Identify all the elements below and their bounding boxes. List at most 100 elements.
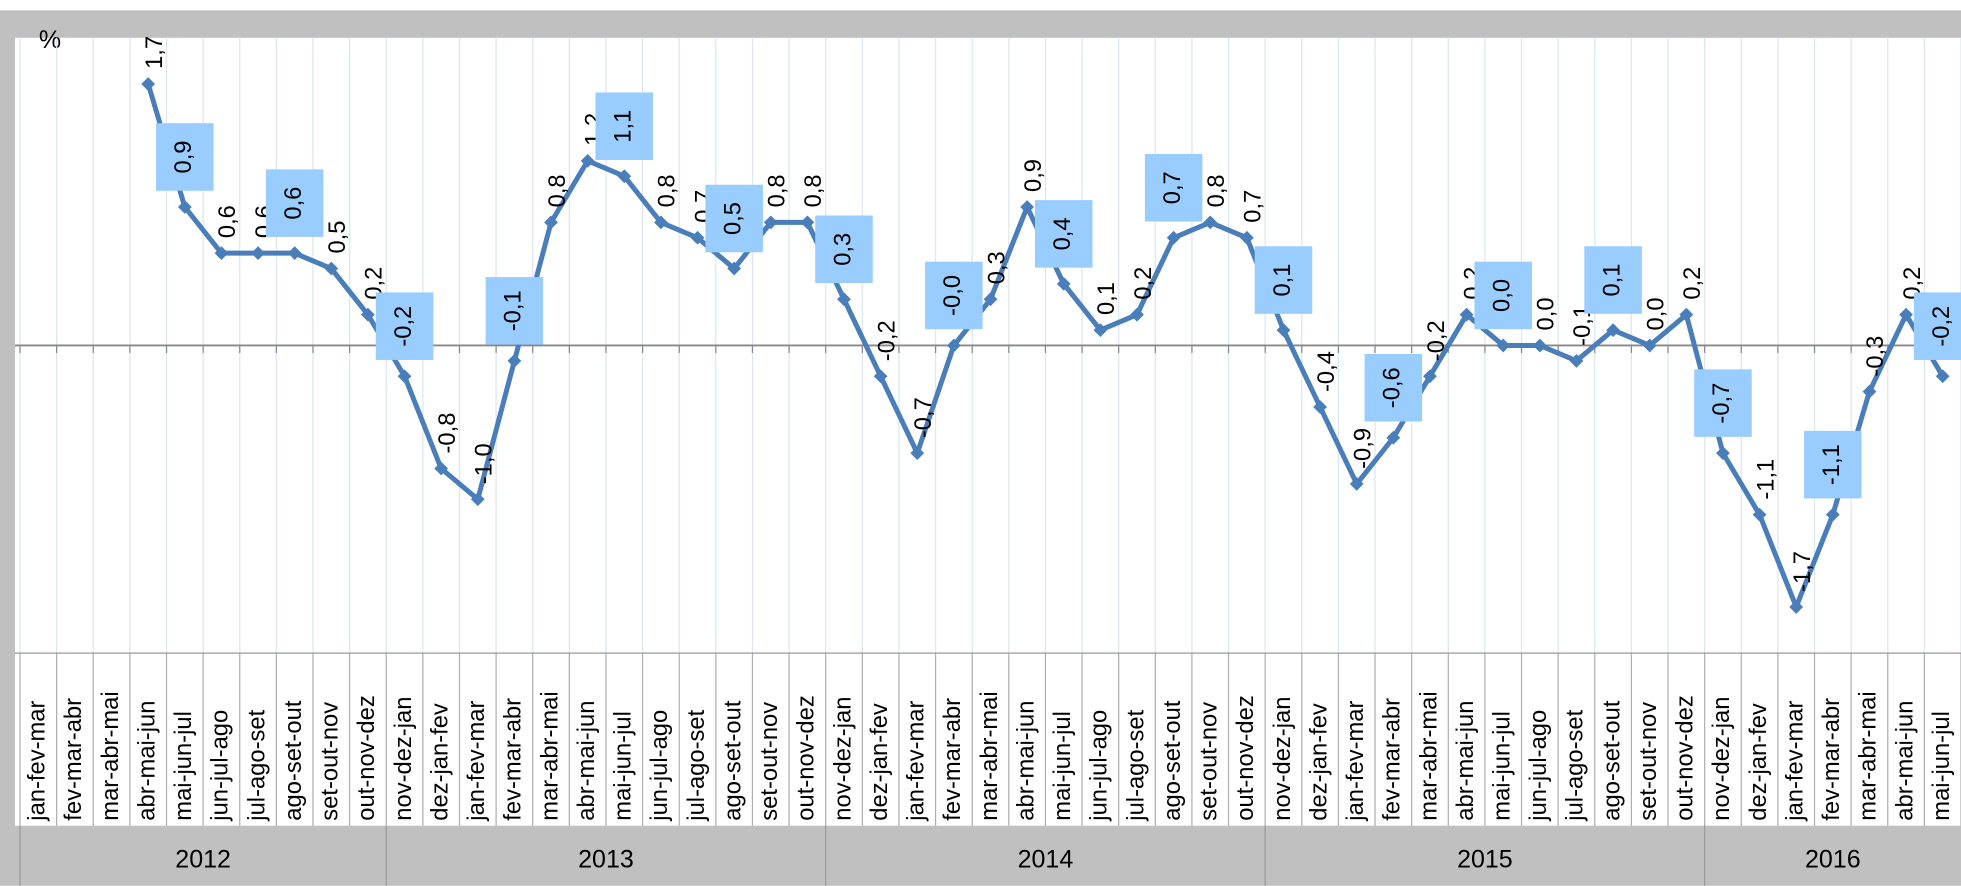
- year-label: 2015: [1457, 845, 1513, 873]
- x-tick-label: mai-jun-jul: [610, 711, 637, 821]
- data-point: [800, 215, 815, 230]
- x-tick-label: fev-mar-abr: [60, 698, 87, 821]
- x-tick-label: jul-ago-set: [243, 709, 270, 821]
- data-label: -0,4: [1313, 351, 1340, 392]
- x-tick-label: mar-abr-mai: [97, 691, 124, 820]
- data-label: 0,1: [1598, 264, 1625, 297]
- data-point: [580, 153, 595, 168]
- x-tick-label: mai-jun-jul: [170, 711, 197, 821]
- data-label: 0,8: [544, 174, 571, 207]
- data-point: [1056, 277, 1071, 291]
- data-label: 0,7: [1240, 190, 1267, 223]
- x-tick-label: nov-dez-jan: [1708, 697, 1735, 821]
- data-point: [1496, 338, 1511, 353]
- x-tick-label: set-out-nov: [1196, 702, 1223, 821]
- data-point: [1569, 353, 1584, 368]
- data-label: 0,1: [1269, 264, 1296, 297]
- year-label: 2013: [578, 845, 634, 873]
- label-box: [595, 92, 654, 160]
- data-label: -0,6: [1379, 367, 1406, 408]
- data-point: [507, 353, 522, 368]
- data-label: 0,8: [1203, 174, 1230, 207]
- x-tick-label: dez-jan-fev: [1745, 703, 1772, 821]
- data-label: 1,1: [610, 110, 637, 143]
- data-point: [1203, 215, 1218, 230]
- data-label: -1,0: [471, 443, 498, 484]
- data-point: [1532, 338, 1547, 353]
- data-label: 0,9: [170, 140, 197, 173]
- x-tick-label: jul-ago-set: [1122, 709, 1149, 821]
- x-tick-label: ago-set-out: [280, 700, 307, 821]
- data-point: [1716, 446, 1730, 461]
- data-point: [1166, 230, 1181, 245]
- x-tick-label: dez-jan-fev: [426, 703, 453, 821]
- x-tick-label: jan-fev-mar: [1342, 701, 1369, 822]
- year-label: 2012: [175, 845, 231, 873]
- label-box: [1034, 200, 1093, 268]
- x-tick-label: jan-fev-mar: [1781, 701, 1808, 822]
- data-label: 0,2: [1130, 267, 1157, 300]
- data-point: [1239, 230, 1254, 245]
- x-tick-label: jan-fev-mar: [903, 701, 930, 822]
- data-label: -0,9: [1350, 428, 1377, 469]
- data-label: -0,2: [390, 306, 417, 347]
- x-tick-label: out-nov-dez: [793, 695, 820, 820]
- data-point: [910, 446, 925, 461]
- data-label: 0,9: [1020, 159, 1047, 192]
- x-tick-label: set-out-nov: [1635, 702, 1662, 821]
- data-label: -0,7: [1708, 383, 1735, 424]
- x-tick-label: abr-mai-jun: [1452, 701, 1479, 821]
- data-point: [1789, 600, 1804, 614]
- data-point: [287, 246, 302, 261]
- data-label: 0,2: [1679, 267, 1706, 300]
- y-axis-label: %: [39, 26, 61, 54]
- data-label: -0,2: [1423, 320, 1450, 361]
- data-label: 0,8: [800, 174, 827, 207]
- data-point: [1642, 338, 1657, 353]
- data-point: [1862, 384, 1877, 399]
- x-tick-label: nov-dez-jan: [829, 697, 856, 821]
- x-tick-label: mai-jun-jul: [1928, 711, 1955, 821]
- label-box: [1254, 246, 1313, 314]
- data-point: [947, 338, 961, 353]
- x-tick-label: fev-mar-abr: [1379, 698, 1406, 821]
- label-box: [1913, 292, 1961, 360]
- data-label: -0,7: [910, 397, 937, 438]
- data-label: 0,1: [1093, 282, 1120, 315]
- data-point: [983, 292, 998, 307]
- label-box: [156, 123, 214, 191]
- label-box: [375, 292, 434, 360]
- label-box: [1804, 430, 1862, 499]
- data-label: 0,3: [829, 233, 856, 266]
- x-tick-label: nov-dez-jan: [1269, 697, 1296, 821]
- label-box: [265, 169, 324, 237]
- x-tick-label: dez-jan-fev: [866, 703, 893, 821]
- data-point: [1752, 507, 1767, 522]
- x-tick-label: set-out-nov: [317, 702, 344, 821]
- data-label: 0,4: [1049, 217, 1076, 250]
- data-point: [837, 292, 851, 307]
- data-point: [251, 246, 265, 261]
- label-box: [1144, 153, 1203, 222]
- x-tick-label: ago-set-out: [1598, 700, 1625, 821]
- data-point: [1459, 307, 1474, 322]
- label-box: [1694, 369, 1752, 437]
- data-label: 0,7: [1159, 171, 1186, 204]
- x-tick-label: jun-jul-ago: [207, 710, 234, 822]
- data-label: -0,3: [1862, 336, 1889, 377]
- x-tick-label: jan-fev-mar: [24, 701, 51, 822]
- x-tick-label: mar-abr-mai: [976, 691, 1003, 820]
- data-point: [727, 261, 742, 276]
- label-box: [1584, 246, 1642, 314]
- x-tick-label: jun-jul-ago: [1086, 710, 1113, 822]
- x-tick-label: jun-jul-ago: [1525, 710, 1552, 822]
- data-point: [763, 215, 778, 230]
- data-label: 0,5: [324, 220, 351, 253]
- data-point: [1606, 323, 1620, 337]
- label-box: [705, 184, 763, 253]
- label-box: [815, 215, 873, 284]
- data-point: [141, 77, 156, 91]
- data-label: -1,1: [1752, 459, 1779, 500]
- data-point: [361, 307, 375, 322]
